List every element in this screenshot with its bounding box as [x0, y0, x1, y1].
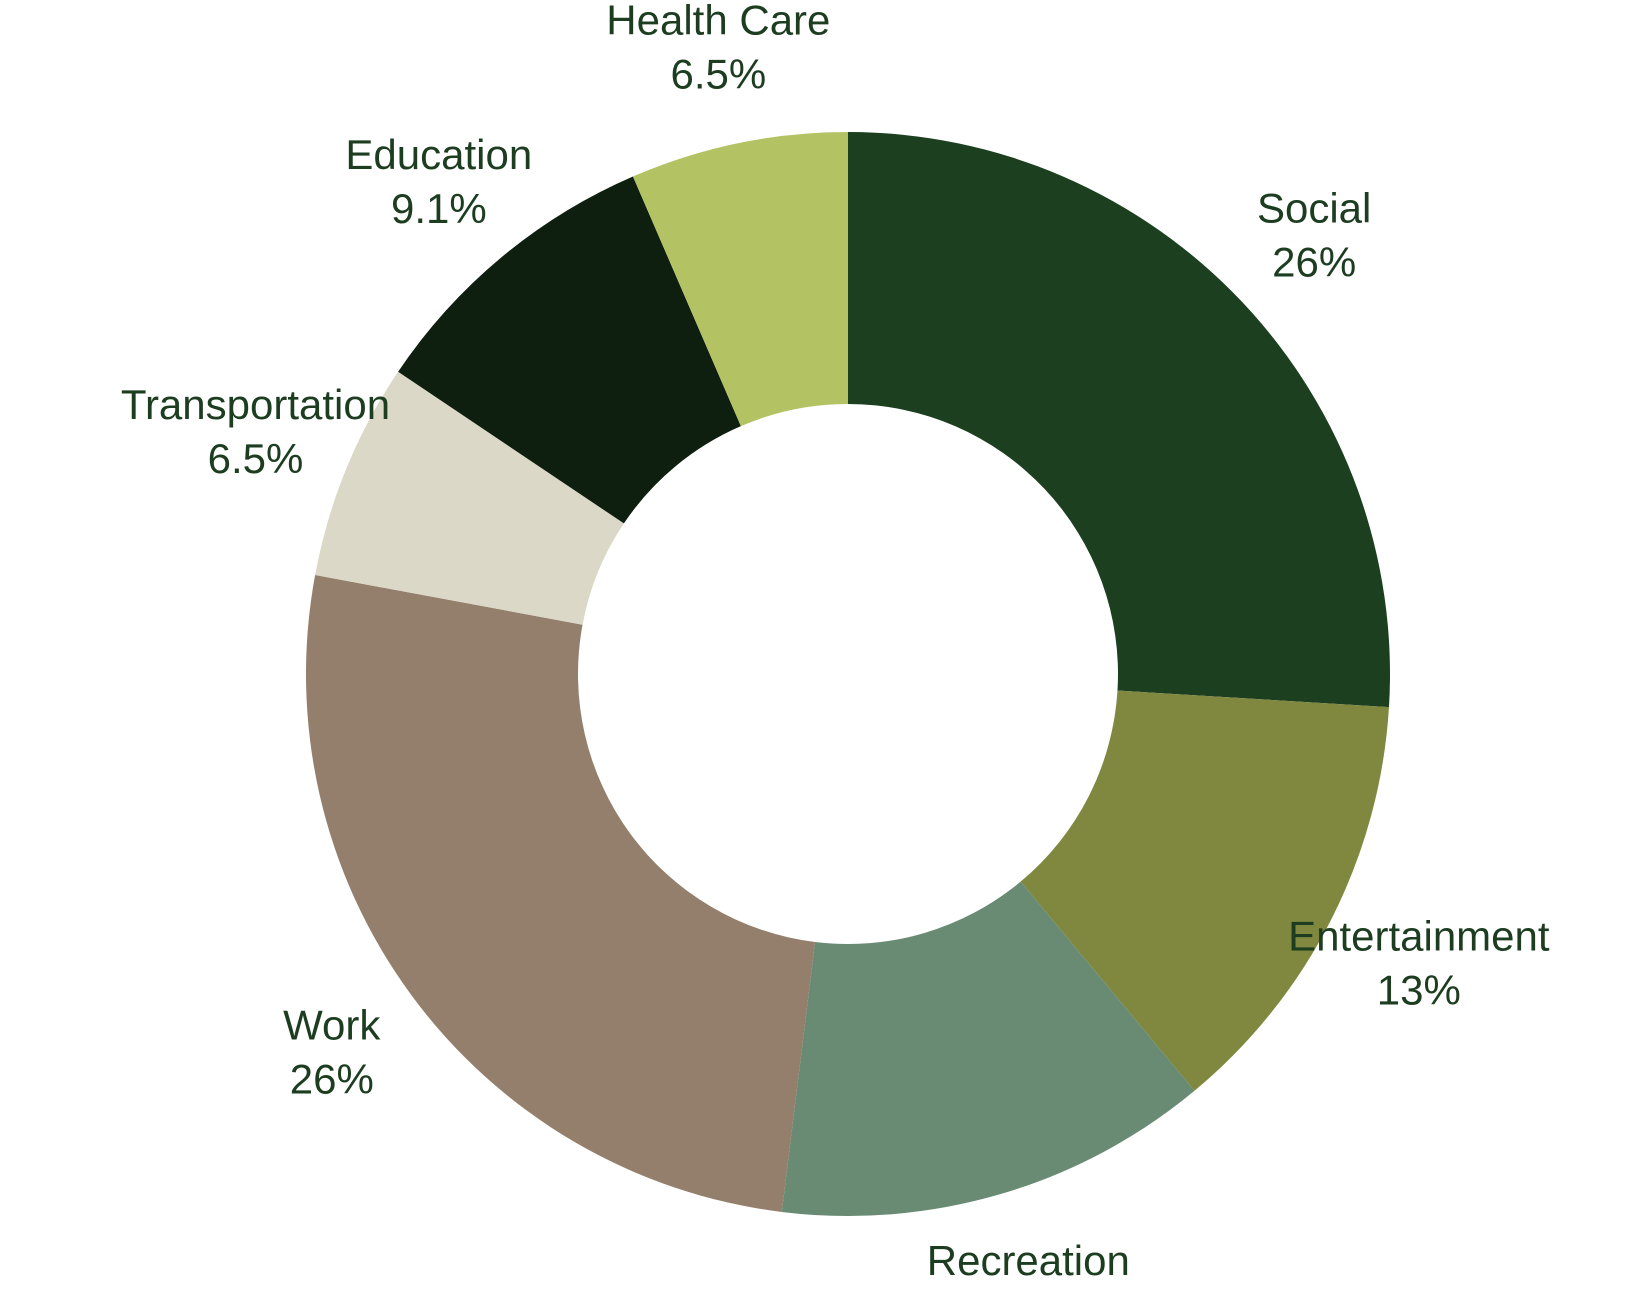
slice-label-health-care: Health Care 6.5%: [606, 0, 830, 97]
slice-social: [848, 132, 1391, 708]
slice-label-recreation: Recreation 13%: [927, 1237, 1130, 1295]
slice-category-label: Social: [1257, 185, 1371, 232]
slice-health-care: [632, 132, 848, 427]
slice-category-label: Transportation: [121, 381, 390, 428]
slice-transportation: [315, 371, 624, 625]
slice-label-entertainment: Entertainment 13%: [1288, 912, 1550, 1013]
slice-value-label: 13%: [986, 1291, 1070, 1295]
slice-value-label: 13%: [1377, 966, 1461, 1013]
slice-entertainment: [1020, 690, 1389, 1091]
slice-value-label: 6.5%: [670, 50, 766, 97]
slice-category-label: Education: [345, 131, 532, 178]
slice-category-label: Recreation: [927, 1237, 1130, 1284]
slice-category-label: Health Care: [606, 0, 830, 43]
slice-recreation: [781, 881, 1195, 1217]
slice-label-work: Work 26%: [283, 1001, 381, 1102]
slice-education: [398, 176, 741, 524]
labels-layer: Social 26% Entertainment 13% Recreation 13% Wo…: [121, 0, 1550, 1295]
slice-label-social: Social 26%: [1257, 185, 1371, 286]
slice-category-label: Entertainment: [1288, 912, 1550, 959]
slice-value-label: 6.5%: [208, 435, 304, 482]
slice-work: [306, 575, 816, 1212]
slices-layer: [306, 132, 1391, 1217]
slice-value-label: 26%: [290, 1055, 374, 1102]
slice-value-label: 26%: [1272, 239, 1356, 286]
slice-label-transportation: Transportation 6.5%: [121, 381, 390, 482]
slice-value-label: 9.1%: [391, 185, 487, 232]
slice-label-education: Education 9.1%: [345, 131, 532, 232]
slice-category-label: Work: [283, 1001, 381, 1048]
